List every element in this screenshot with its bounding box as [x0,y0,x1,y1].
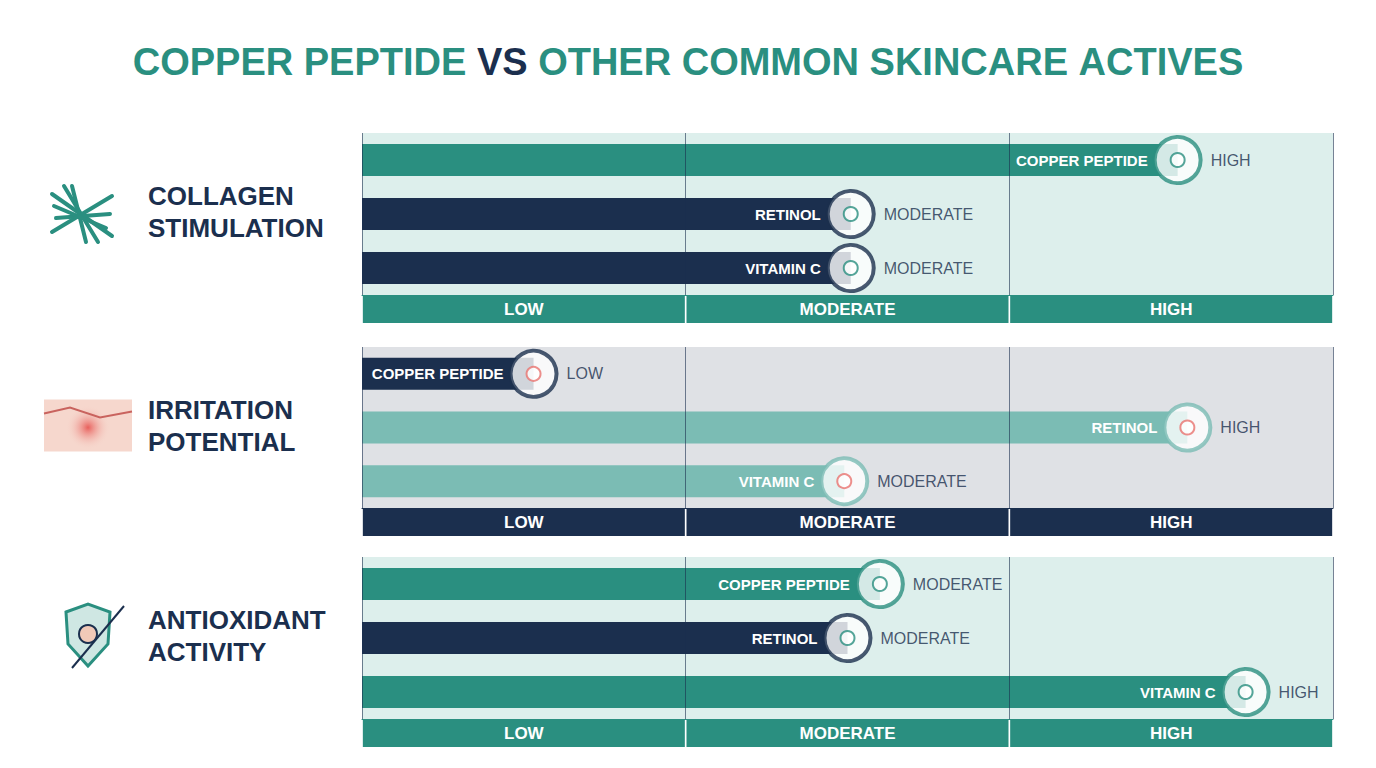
svg-text:VITAMIN C: VITAMIN C [739,473,815,490]
svg-text:ANTIOXIDANT: ANTIOXIDANT [148,605,326,635]
svg-text:HIGH: HIGH [1150,300,1193,319]
svg-text:PEPTIDE: PEPTIDE [304,41,467,83]
svg-text:VITAMIN C: VITAMIN C [1140,684,1216,701]
svg-text:ACTIVES: ACTIVES [1079,41,1244,83]
svg-text:HIGH: HIGH [1150,724,1193,743]
svg-text:RETINOL: RETINOL [1092,419,1158,436]
svg-text:COPPER: COPPER [133,41,293,83]
svg-text:COPPER PEPTIDE: COPPER PEPTIDE [718,576,850,593]
svg-text:MODERATE: MODERATE [799,724,895,743]
svg-text:SKINCARE: SKINCARE [870,41,1068,83]
svg-text:IRRITATION: IRRITATION [148,395,293,425]
svg-text:HIGH: HIGH [1279,684,1319,701]
svg-text:MODERATE: MODERATE [884,206,973,223]
svg-text:VITAMIN C: VITAMIN C [745,260,821,277]
svg-text:COPPER PEPTIDE: COPPER PEPTIDE [372,365,504,382]
svg-text:MODERATE: MODERATE [913,576,1002,593]
svg-text:OTHER: OTHER [538,41,671,83]
svg-text:STIMULATION: STIMULATION [148,213,324,243]
svg-text:VS: VS [477,41,528,83]
svg-text:HIGH: HIGH [1211,152,1251,169]
svg-text:MODERATE: MODERATE [881,630,970,647]
svg-text:LOW: LOW [567,365,604,382]
svg-text:MODERATE: MODERATE [884,260,973,277]
svg-text:LOW: LOW [504,724,545,743]
svg-text:COMMON: COMMON [682,41,859,83]
svg-text:RETINOL: RETINOL [752,630,818,647]
svg-text:HIGH: HIGH [1220,419,1260,436]
svg-text:HIGH: HIGH [1150,513,1193,532]
svg-text:LOW: LOW [504,513,545,532]
svg-text:LOW: LOW [504,300,545,319]
svg-text:MODERATE: MODERATE [799,513,895,532]
svg-text:COLLAGEN: COLLAGEN [148,181,294,211]
svg-text:MODERATE: MODERATE [799,300,895,319]
svg-text:ACTIVITY: ACTIVITY [148,637,266,667]
svg-text:COPPER PEPTIDE: COPPER PEPTIDE [1016,152,1148,169]
svg-text:MODERATE: MODERATE [877,473,966,490]
svg-text:POTENTIAL: POTENTIAL [148,427,295,457]
svg-text:RETINOL: RETINOL [755,206,821,223]
